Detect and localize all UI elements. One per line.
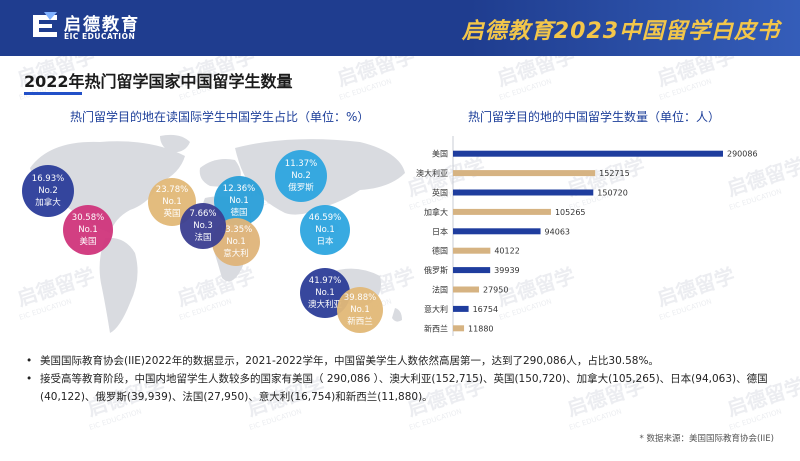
- bubble-pct: 11.37%: [284, 159, 318, 169]
- watermark-text: 启德留学: [654, 56, 738, 91]
- bubble-pct: 30.58%: [71, 213, 105, 223]
- bullet-dot: •: [26, 373, 33, 385]
- watermark-text-en: EIC EDUCATION: [568, 407, 623, 432]
- bar-chart: 美国 290086 澳大利亚 152715 英国 150720 加拿大 105265 日本 940…: [416, 136, 758, 336]
- bubble-pct: 7.66%: [189, 209, 217, 219]
- watermark-text-en: EIC EDUCATION: [248, 407, 303, 432]
- logo-text-en: EIC EDUCATION: [64, 32, 136, 41]
- bubble-rank: No.1: [350, 305, 370, 315]
- bubble-country: 法国: [194, 233, 212, 243]
- bubble-rank: No.1: [229, 196, 249, 206]
- bubble-rank: No.1: [315, 225, 335, 235]
- bubble-pct: 41.97%: [308, 276, 342, 286]
- left-subtitle: 热门留学目的地在读国际学生中国学生占比（单位：%）: [70, 110, 370, 124]
- category-label: 新西兰: [424, 323, 448, 333]
- bubble-rank: No.1: [78, 225, 98, 235]
- bubble-pct: 46.59%: [308, 213, 342, 223]
- bubble-pct: 12.36%: [222, 184, 256, 194]
- value-label: 105265: [555, 208, 586, 217]
- bubble-country: 美国: [79, 237, 97, 247]
- note-item: • 接受高等教育阶段，中国内地留学生人数较多的国家有美国（ 290,086 ）、…: [26, 370, 786, 406]
- bubble-country: 澳大利亚: [307, 300, 342, 310]
- bar: [453, 208, 551, 215]
- category-label: 英国: [432, 188, 448, 198]
- bubble-country: 德国: [230, 208, 248, 218]
- bubble-country: 加拿大: [35, 198, 61, 208]
- watermark-text-en: EIC EDUCATION: [88, 407, 143, 432]
- watermark-text-en: EIC EDUCATION: [408, 407, 463, 432]
- watermark-text-en: EIC EDUCATION: [498, 77, 553, 102]
- bubble-pct: 23.78%: [155, 185, 189, 195]
- value-label: 152715: [599, 169, 630, 178]
- bubble-rank: No.1: [162, 197, 182, 207]
- category-label: 俄罗斯: [424, 265, 448, 275]
- category-label: 德国: [432, 246, 448, 256]
- bar: [453, 170, 596, 177]
- bar: [453, 228, 541, 235]
- bar: [453, 150, 723, 157]
- bubble-rank: No.1: [315, 288, 335, 298]
- bar: [453, 325, 465, 332]
- right-subtitle: 热门留学目的地的中国留学生数量（单位：人）: [468, 110, 721, 124]
- header-gradient: [470, 0, 800, 56]
- bubble-russia: 11.37% No.2 俄罗斯: [275, 150, 327, 202]
- category-label: 加拿大: [424, 207, 448, 217]
- category-label: 美国: [432, 149, 448, 159]
- bubble-france: 7.66% No.3 法国: [180, 203, 226, 249]
- page-title: 2022年热门留学国家中国留学生数量: [24, 72, 293, 91]
- bar: [453, 286, 480, 293]
- bubble-country: 日本: [316, 237, 334, 247]
- bubble-country: 英国: [163, 209, 181, 219]
- value-label: 11880: [468, 324, 493, 333]
- note-text: 接受高等教育阶段，中国内地留学生人数较多的国家有美国（ 290,086 ）、澳大…: [40, 373, 768, 403]
- bar: [453, 247, 491, 254]
- value-label: 39939: [494, 266, 519, 275]
- watermark-text-en: EIC EDUCATION: [728, 407, 783, 432]
- notes: • 美国国际教育协会(IIE)2022年的数据显示，2021-2022学年，中国…: [26, 352, 786, 406]
- watermark-text: 启德留学: [494, 56, 578, 91]
- bubble-country: 新西兰: [347, 317, 373, 327]
- category-label: 法国: [432, 285, 448, 295]
- value-label: 27950: [483, 286, 508, 295]
- bubble-rank: No.2: [38, 186, 58, 196]
- bubble-country: 意大利: [223, 249, 249, 259]
- watermark-text-en: EIC EDUCATION: [338, 77, 393, 102]
- bubble-rank: No.2: [291, 171, 311, 181]
- watermark-text: 启德留学: [334, 56, 418, 91]
- header-bar: 启德教育 EIC EDUCATION 启德教育2023中国留学白皮书: [0, 0, 800, 56]
- note-item: • 美国国际教育协会(IIE)2022年的数据显示，2021-2022学年，中国…: [26, 352, 786, 370]
- value-label: 94063: [545, 227, 570, 236]
- bullet-dot: •: [26, 355, 33, 367]
- bar: [453, 305, 469, 312]
- category-label: 意大利: [424, 304, 448, 314]
- bubble-country: 俄罗斯: [288, 183, 314, 193]
- bubble-canada: 16.93% No.2 加拿大: [22, 165, 74, 217]
- category-label: 日本: [432, 226, 448, 236]
- source-note: * 数据来源：美国国际教育协会(IIE): [639, 434, 774, 444]
- bar: [453, 189, 594, 196]
- report-title: 启德教育2023中国留学白皮书: [461, 19, 780, 44]
- category-label: 澳大利亚: [416, 168, 448, 178]
- eic-logo-icon: [33, 12, 57, 37]
- bubble-rank: No.3: [193, 221, 213, 231]
- logo-text-cn: 启德教育: [64, 15, 140, 35]
- bubble-pct: 13.35%: [219, 225, 253, 235]
- bubble-pct: 39.88%: [343, 293, 377, 303]
- value-label: 16754: [473, 305, 498, 314]
- watermark-text-en: EIC EDUCATION: [658, 77, 713, 102]
- title-underline: [24, 92, 82, 95]
- note-text: 美国国际教育协会(IIE)2022年的数据显示，2021-2022学年，中国留美…: [40, 355, 659, 367]
- value-label: 40122: [494, 247, 519, 256]
- bubble-pct: 16.93%: [31, 174, 65, 184]
- bubble-rank: No.1: [226, 237, 246, 247]
- value-label: 290086: [727, 150, 758, 159]
- bubble-usa: 30.58% No.1 美国: [63, 205, 113, 255]
- bubble-japan: 46.59% No.1 日本: [300, 205, 350, 255]
- bubble-new-zealand: 39.88% No.1 新西兰: [337, 287, 383, 333]
- bar: [453, 267, 491, 274]
- value-label: 150720: [597, 189, 628, 198]
